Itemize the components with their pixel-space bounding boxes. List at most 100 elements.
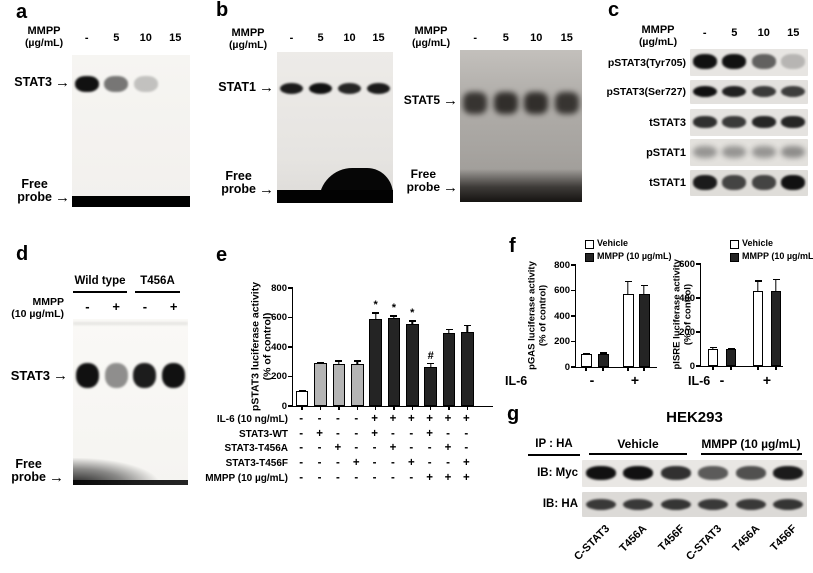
- significance-marker: *: [410, 307, 415, 320]
- protein-band: [781, 116, 806, 128]
- panel-d-label: d: [16, 243, 29, 265]
- y-tick-mark: [288, 316, 293, 319]
- condition-row: STAT3-T456A - - + - - + - - + -: [224, 442, 492, 456]
- condition-value: -: [372, 471, 377, 484]
- protein-band: [162, 363, 186, 388]
- error-bar: [390, 315, 398, 318]
- free-probe-band: [460, 169, 582, 202]
- protein-band: [751, 54, 776, 69]
- condition-value: -: [446, 427, 450, 440]
- bar: [707, 349, 719, 366]
- dose-label: 10: [139, 32, 152, 44]
- bar: [752, 291, 764, 366]
- error-bar: [599, 352, 607, 355]
- y-tick-mark: [696, 331, 701, 333]
- error-bar: [445, 328, 453, 333]
- error-bar: [353, 360, 361, 364]
- free-probe-band: [73, 480, 188, 485]
- dose-label: -: [84, 32, 89, 44]
- x-tick-mark: [374, 406, 377, 410]
- condition-value: +: [426, 427, 433, 440]
- panel-b1-treatment-header: MMPP (µg/mL): [220, 27, 276, 51]
- dose-label: 10: [757, 27, 770, 39]
- right-arrow-icon: →: [443, 91, 458, 109]
- pstat3-ser727-blot: [690, 80, 808, 104]
- category-label: +: [630, 372, 640, 388]
- category-label: -: [589, 372, 595, 388]
- panel-a-dose-row: - 5 10 15: [72, 32, 190, 44]
- pstat1-blot: [690, 139, 808, 166]
- bar: [597, 353, 609, 367]
- protein-band: [773, 466, 804, 480]
- condition-label: STAT3-T456A: [224, 443, 288, 455]
- condition-value: +: [426, 471, 433, 484]
- error-bar: [427, 362, 435, 367]
- y-tick-label: 0: [689, 360, 695, 372]
- condition-value: +: [371, 413, 378, 425]
- x-tick-mark: [730, 366, 732, 370]
- condition-value: -: [409, 442, 414, 455]
- panel-c-dose-row: - 5 10 15: [690, 27, 808, 39]
- bar: [295, 391, 309, 406]
- stat5-band-row: [460, 92, 582, 114]
- y-tick-label: 800: [554, 259, 570, 271]
- protein-band: [781, 86, 806, 97]
- category-label: -: [719, 372, 725, 388]
- group-wildtype-label: Wild type: [74, 275, 126, 287]
- condition-row: MMPP (10 µg/mL) - - - - - - - + + +: [205, 471, 492, 486]
- y-tick-mark: [571, 289, 576, 292]
- condition-value: -: [299, 442, 304, 455]
- condition-value: -: [354, 413, 359, 425]
- tstat1-blot: [690, 170, 808, 196]
- x-axis-label: IL-6: [505, 374, 528, 388]
- protein-band: [722, 86, 747, 97]
- free-probe-text: Free probe: [221, 169, 256, 196]
- free-probe-marker: Free probe →: [0, 458, 64, 486]
- protein-band: [692, 146, 717, 158]
- protein-band: [751, 116, 776, 128]
- condition-value: +: [462, 471, 470, 484]
- condition-value: -: [409, 471, 414, 484]
- blot-row-label: tSTAT1: [649, 177, 686, 189]
- panel-b1-dose-row: - 5 10 15: [277, 32, 393, 44]
- y-tick-label: 400: [271, 341, 287, 353]
- protein-band: [735, 466, 766, 480]
- condition-value: +: [462, 413, 470, 425]
- condition-value: +: [389, 442, 397, 455]
- protein-band: [722, 146, 747, 158]
- protein-band: [722, 116, 747, 128]
- free-probe-marker: Free probe →: [210, 169, 274, 198]
- y-tick-mark: [288, 346, 293, 348]
- y-tick-mark: [288, 375, 293, 378]
- y-tick-label: 400: [554, 310, 570, 322]
- dose-label: 15: [169, 32, 182, 44]
- panel-b1-emsa-gel: [277, 52, 393, 203]
- protein-band: [773, 499, 804, 510]
- dose-label: 5: [502, 32, 509, 44]
- x-tick-mark: [411, 406, 414, 410]
- free-probe-text: Free probe: [406, 167, 440, 194]
- significance-marker: *: [391, 302, 397, 315]
- panel-b2-dose-row: - 5 10 15: [460, 32, 582, 44]
- y-tick-mark: [288, 405, 293, 407]
- right-arrow-icon: →: [55, 189, 70, 206]
- protein-band: [337, 83, 362, 94]
- x-tick-mark: [712, 366, 714, 370]
- legend-vehicle-swatch: [585, 240, 594, 249]
- condition-value: -: [409, 427, 414, 440]
- y-tick-label: 0: [281, 400, 287, 412]
- condition-value: -: [391, 457, 395, 470]
- x-tick-mark: [775, 366, 777, 370]
- condition-label: IL-6 (10 ng/mL): [216, 414, 288, 425]
- bar: [461, 331, 474, 406]
- stat5-marker: STAT5 →: [396, 91, 458, 109]
- protein-band: [104, 76, 129, 92]
- right-arrow-icon: →: [259, 78, 274, 96]
- condition-value: -: [354, 427, 359, 440]
- x-tick-mark: [393, 406, 395, 410]
- dose-label: -: [142, 299, 148, 314]
- legend-vehicle-label: Vehicle: [742, 238, 774, 248]
- y-axis-title: pISRE luciferase activity (% of control): [671, 259, 694, 370]
- x-tick-mark: [466, 406, 469, 410]
